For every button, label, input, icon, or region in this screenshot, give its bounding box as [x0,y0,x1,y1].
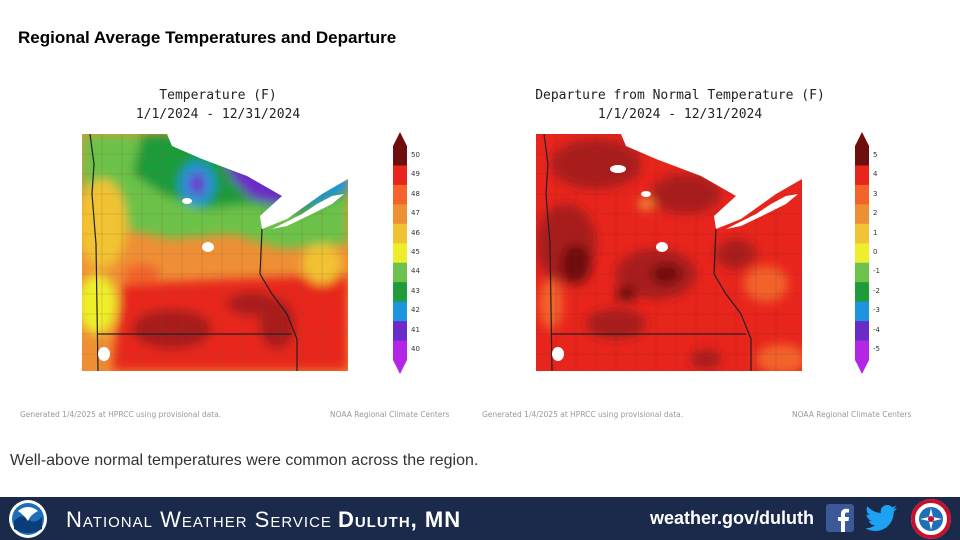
colorbar-segment [393,321,407,342]
map-title-line2: 1/1/2024 - 12/31/2024 [597,107,763,122]
colorbar-segment [393,146,407,166]
colorbar-segment [855,243,869,264]
colorbar-segment [393,184,407,205]
source-note: NOAA Regional Climate Centers [330,410,450,419]
legend-tick-label: -1 [873,267,880,276]
colorbar-segment [855,146,869,166]
colorbar-segment [393,223,407,244]
temperature-legend: 50 49 48 47 46 45 44 43 42 41 40 [393,132,443,374]
departure-colorbar [855,132,869,374]
legend-tick-label: 43 [411,286,420,295]
legend-tick-label: 50 [411,150,420,159]
temperature-map-title: Temperature (F) 1/1/2024 - 12/31/2024 [8,86,428,124]
departure-map-panel: Departure from Normal Temperature (F) 1/… [470,80,940,425]
agency-label: National Weather Service [66,507,332,532]
map-title-line1: Temperature (F) [159,88,277,103]
source-note: NOAA Regional Climate Centers [792,410,912,419]
legend-tick-label: 1 [873,228,878,237]
website-link[interactable]: weather.gov/duluth [650,508,815,528]
colorbar-segment [855,184,869,205]
colorbar-segment [855,340,869,361]
twitter-icon[interactable] [864,504,898,532]
colorbar-segment [393,301,407,322]
colorbar-segment [855,282,869,303]
colorbar-segment [393,340,407,361]
colorbar-segment [855,204,869,225]
legend-tick-label: 2 [873,209,878,218]
legend-tick-label: 0 [873,248,878,256]
departure-map [536,134,802,371]
legend-tick-label: 40 [411,345,420,354]
legend-tick-label: 5 [873,150,878,159]
colorbar-segment [855,301,869,322]
legend-tick-label: 41 [411,325,420,334]
office-label: Duluth, MN [337,507,462,532]
agency-name: National Weather Service Duluth, MN [66,507,461,533]
slide-title: Regional Average Temperatures and Depart… [18,28,397,47]
legend-tick-label: -5 [873,345,880,354]
temperature-map-panel: Temperature (F) 1/1/2024 - 12/31/2024 [8,80,478,425]
temperature-colorbar [393,132,407,374]
colorbar-segment [393,243,407,264]
departure-map-title: Departure from Normal Temperature (F) 1/… [470,86,890,124]
legend-tick-label: 4 [873,170,878,179]
legend-tick-label: -2 [873,286,880,295]
colorbar-segment [393,204,407,225]
departure-legend: 5 4 3 2 1 0 -1 -2 -3 -4 -5 [855,132,905,374]
legend-tick-label: 45 [411,248,420,256]
colorbar-segment [855,223,869,244]
colorbar-segment [855,165,869,186]
noaa-logo[interactable] [8,499,48,539]
colorbar-segment [393,262,407,283]
temperature-map [82,134,348,371]
facebook-icon[interactable] [826,504,854,532]
legend-tick-label: 42 [411,306,420,315]
map-title-line2: 1/1/2024 - 12/31/2024 [135,107,301,122]
caption: Well-above normal temperatures were comm… [10,452,479,469]
legend-tick-label: -3 [873,306,880,315]
generated-note: Generated 1/4/2025 at HPRCC using provis… [482,410,684,419]
generated-note: Generated 1/4/2025 at HPRCC using provis… [20,410,222,419]
footer-bar: National Weather Service Duluth, MN weath… [0,497,960,540]
legend-tick-label: 47 [411,209,420,218]
legend-tick-label: 48 [411,189,420,198]
map-title-line1: Departure from Normal Temperature (F) [535,88,825,103]
legend-tick-label: -4 [873,325,880,334]
legend-tick-label: 3 [873,189,878,198]
colorbar-segment [855,321,869,342]
nws-logo[interactable] [910,498,952,540]
colorbar-segment [855,262,869,283]
legend-tick-label: 49 [411,170,420,179]
colorbar-segment [393,282,407,303]
colorbar-segment [393,165,407,186]
legend-tick-label: 46 [411,228,420,237]
legend-tick-label: 44 [411,267,420,276]
